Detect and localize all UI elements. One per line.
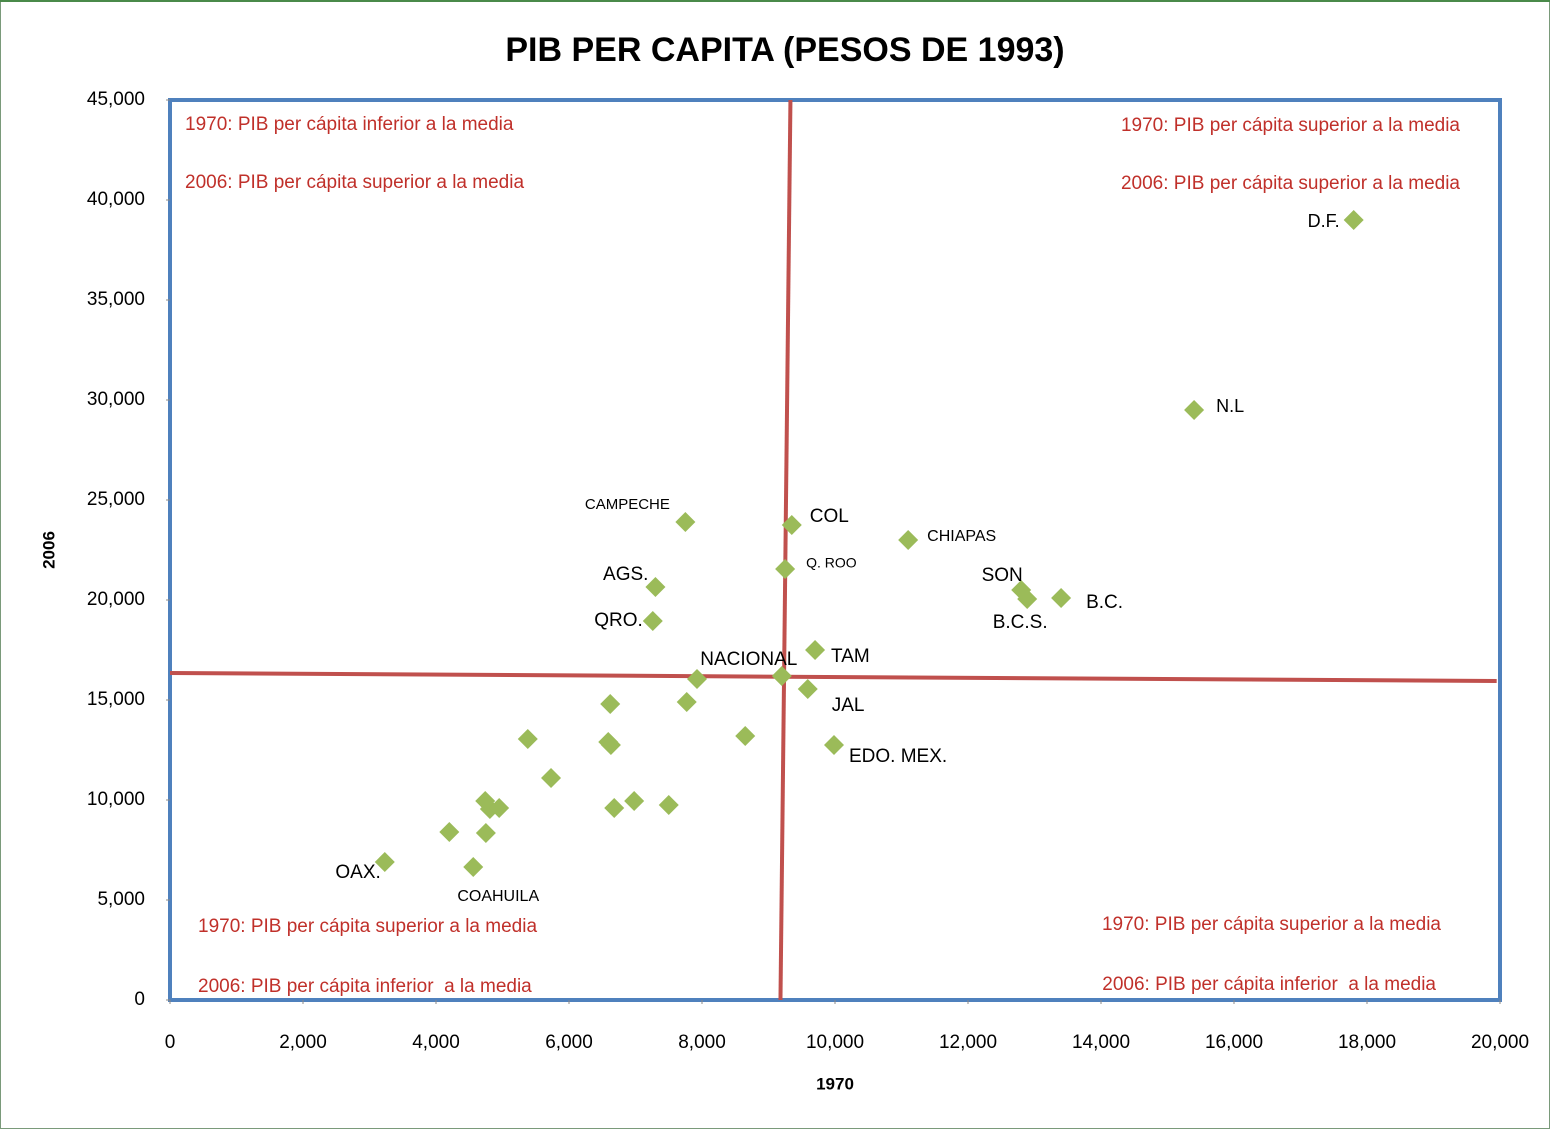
- x-tick-label: 8,000: [678, 1032, 726, 1053]
- marker: [600, 735, 621, 755]
- marker: [687, 669, 708, 689]
- marker: [374, 852, 395, 872]
- point-label: OAX.: [335, 862, 380, 883]
- y-tick-label: 30,000: [87, 389, 145, 410]
- x-tick-label: 20,000: [1471, 1032, 1529, 1053]
- reference-line: [778, 99, 793, 1001]
- point-label: AGS.: [603, 564, 648, 585]
- marker: [517, 729, 538, 749]
- marker: [604, 798, 625, 818]
- marker: [805, 640, 826, 660]
- x-tick-label: 16,000: [1205, 1032, 1263, 1053]
- reference-line: [169, 671, 1497, 683]
- point-label: EDO. MEX.: [849, 746, 947, 767]
- marker: [675, 512, 696, 532]
- marker: [1184, 400, 1205, 420]
- y-tick-label: 20,000: [87, 589, 145, 610]
- marker: [642, 611, 663, 631]
- y-tick-label: 0: [134, 989, 145, 1010]
- point-label: Q. ROO: [806, 555, 857, 571]
- point-label: SON: [982, 565, 1023, 586]
- marker: [1051, 588, 1072, 608]
- annotation: 2006: PIB per cápita inferior a la media: [1102, 974, 1436, 995]
- annotation: 1970: PIB per cápita inferior a la media: [185, 114, 514, 135]
- y-tick-label: 25,000: [87, 489, 145, 510]
- point-label: COAHUILA: [457, 888, 539, 905]
- y-axis-label: 2006: [39, 531, 58, 569]
- point-label: JAL: [832, 695, 865, 716]
- marker: [1017, 589, 1038, 609]
- annotation: 2006: PIB per cápita superior a la media: [1121, 173, 1460, 194]
- marker: [676, 692, 697, 712]
- marker: [771, 666, 792, 686]
- annotation: 2006: PIB per cápita superior a la media: [185, 172, 524, 193]
- marker: [600, 694, 621, 714]
- y-tick-label: 15,000: [87, 689, 145, 710]
- chart-title: PIB PER CAPITA (PESOS DE 1993): [505, 31, 1064, 69]
- marker: [735, 726, 756, 746]
- marker: [658, 795, 679, 815]
- marker: [439, 822, 460, 842]
- x-tick-label: 4,000: [412, 1032, 460, 1053]
- marker: [624, 791, 645, 811]
- x-tick-label: 2,000: [279, 1032, 327, 1053]
- point-label: COL: [810, 506, 849, 527]
- x-tick-label: 12,000: [939, 1032, 997, 1053]
- annotation: 1970: PIB per cápita superior a la media: [1121, 115, 1460, 136]
- point-label: QRO.: [594, 610, 643, 631]
- marker: [475, 823, 496, 843]
- point-label: B.C.S.: [993, 612, 1048, 633]
- marker: [775, 559, 796, 579]
- point-label: CAMPECHE: [585, 496, 670, 513]
- marker: [797, 679, 818, 699]
- marker: [1343, 210, 1364, 230]
- annotation: 1970: PIB per cápita superior a la media: [198, 916, 537, 937]
- point-label: N.L: [1216, 396, 1244, 416]
- point-label: D.F.: [1308, 211, 1340, 231]
- x-tick-label: 14,000: [1072, 1032, 1130, 1053]
- x-tick-label: 10,000: [806, 1032, 864, 1053]
- y-tick-label: 5,000: [97, 889, 145, 910]
- y-tick-label: 35,000: [87, 289, 145, 310]
- x-tick-label: 0: [165, 1032, 176, 1053]
- marker: [541, 768, 562, 788]
- annotation: 2006: PIB per cápita inferior a la media: [198, 976, 532, 997]
- point-label: CHIAPAS: [927, 528, 996, 545]
- y-tick-label: 40,000: [87, 189, 145, 210]
- marker: [489, 798, 510, 818]
- marker: [645, 577, 666, 597]
- y-tick-label: 10,000: [87, 789, 145, 810]
- marker: [463, 857, 484, 877]
- marker: [898, 530, 919, 550]
- point-label: NACIONAL: [700, 649, 797, 670]
- x-tick-label: 18,000: [1338, 1032, 1396, 1053]
- marker: [781, 515, 802, 535]
- x-axis-label: 1970: [816, 1074, 854, 1093]
- annotation: 1970: PIB per cápita superior a la media: [1102, 914, 1441, 935]
- point-label: TAM: [831, 646, 870, 667]
- marker: [824, 735, 845, 755]
- point-label: B.C.: [1086, 592, 1123, 613]
- x-tick-label: 6,000: [545, 1032, 593, 1053]
- y-tick-label: 45,000: [87, 89, 145, 110]
